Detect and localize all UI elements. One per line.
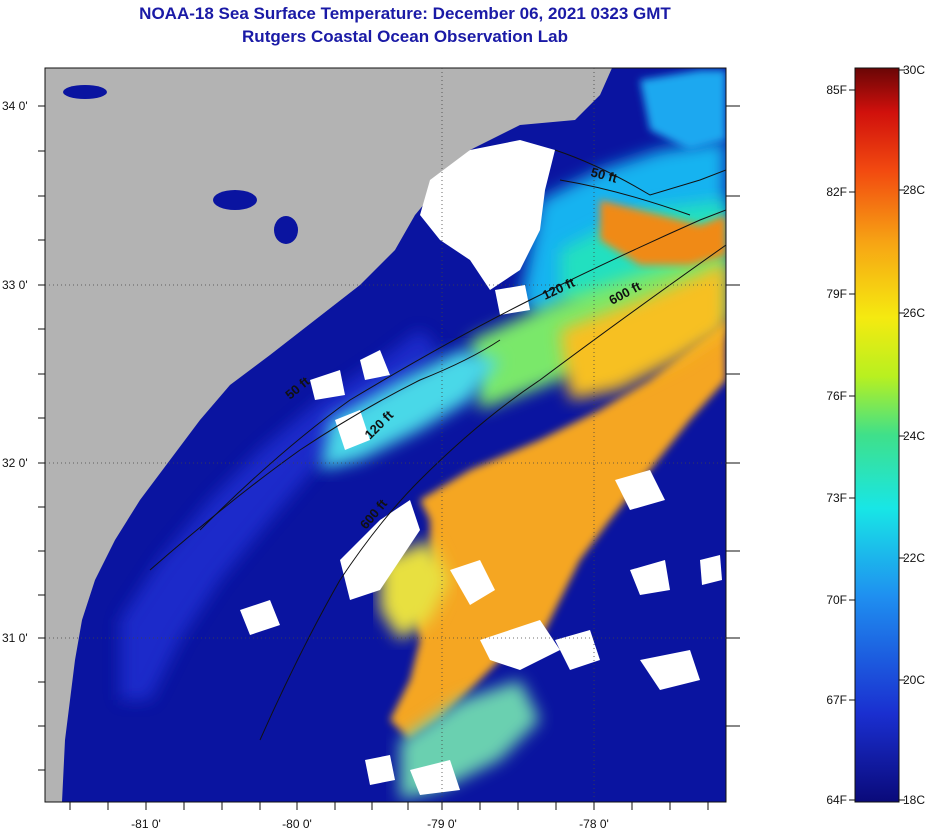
inland-water <box>274 216 298 244</box>
colorbar-f-label: 85F <box>826 83 847 97</box>
colorbar: 85F 82F 79F 76F 73F 70F 67F 64F 30C 28C … <box>826 63 925 807</box>
graticule <box>45 68 726 802</box>
lat-label: 31 0' <box>2 631 28 645</box>
colorbar-c-label: 20C <box>903 673 925 687</box>
contour-line <box>259 244 726 741</box>
lat-label: 34 0' <box>2 99 28 113</box>
contour-line <box>559 179 691 216</box>
map-subtitle: Rutgers Coastal Ocean Observation Lab <box>242 27 568 46</box>
warm-water-zone <box>380 540 450 640</box>
cool-water-zone <box>640 70 726 150</box>
gulf-stream-warm-core <box>560 260 726 400</box>
colorbar-f-label: 67F <box>826 693 847 707</box>
inland-water <box>63 85 107 99</box>
cloud-cover <box>240 140 722 795</box>
lon-ticks <box>69 802 709 810</box>
colorbar-gradient <box>854 67 900 803</box>
lat-ticks <box>38 105 740 771</box>
lon-label: -80 0' <box>282 817 312 831</box>
colorbar-f-label: 76F <box>826 389 847 403</box>
colorbar-c-label: 24C <box>903 429 925 443</box>
colorbar-c-label: 26C <box>903 306 925 320</box>
lon-label: -79 0' <box>427 817 457 831</box>
gulf-stream-warm-core <box>600 200 726 265</box>
contour-line <box>149 339 501 571</box>
colorbar-f-label: 73F <box>826 491 847 505</box>
lon-label: -81 0' <box>131 817 161 831</box>
colorbar-f-label: 82F <box>826 185 847 199</box>
lat-label: 33 0' <box>2 278 28 292</box>
colorbar-c-label: 28C <box>903 183 925 197</box>
coastline <box>554 149 726 196</box>
colorbar-c-label: 22C <box>903 551 925 565</box>
land-mass <box>45 68 612 802</box>
map-frame <box>44 67 727 803</box>
colorbar-c-label: 30C <box>903 63 925 77</box>
gulf-stream-warm-core <box>390 320 726 740</box>
colorbar-f-label: 79F <box>826 287 847 301</box>
inland-water <box>213 190 257 210</box>
colorbar-f-label: 64F <box>826 793 847 807</box>
contour-label: 50 ft <box>589 164 619 186</box>
colorbar-f-label: 70F <box>826 593 847 607</box>
map-area <box>45 68 726 802</box>
colorbar-c-label: 18C <box>903 793 925 807</box>
lat-label: 32 0' <box>2 456 28 470</box>
lon-label: -78 0' <box>579 817 609 831</box>
map-title: NOAA-18 Sea Surface Temperature: Decembe… <box>139 4 671 23</box>
contour-line <box>199 209 726 531</box>
